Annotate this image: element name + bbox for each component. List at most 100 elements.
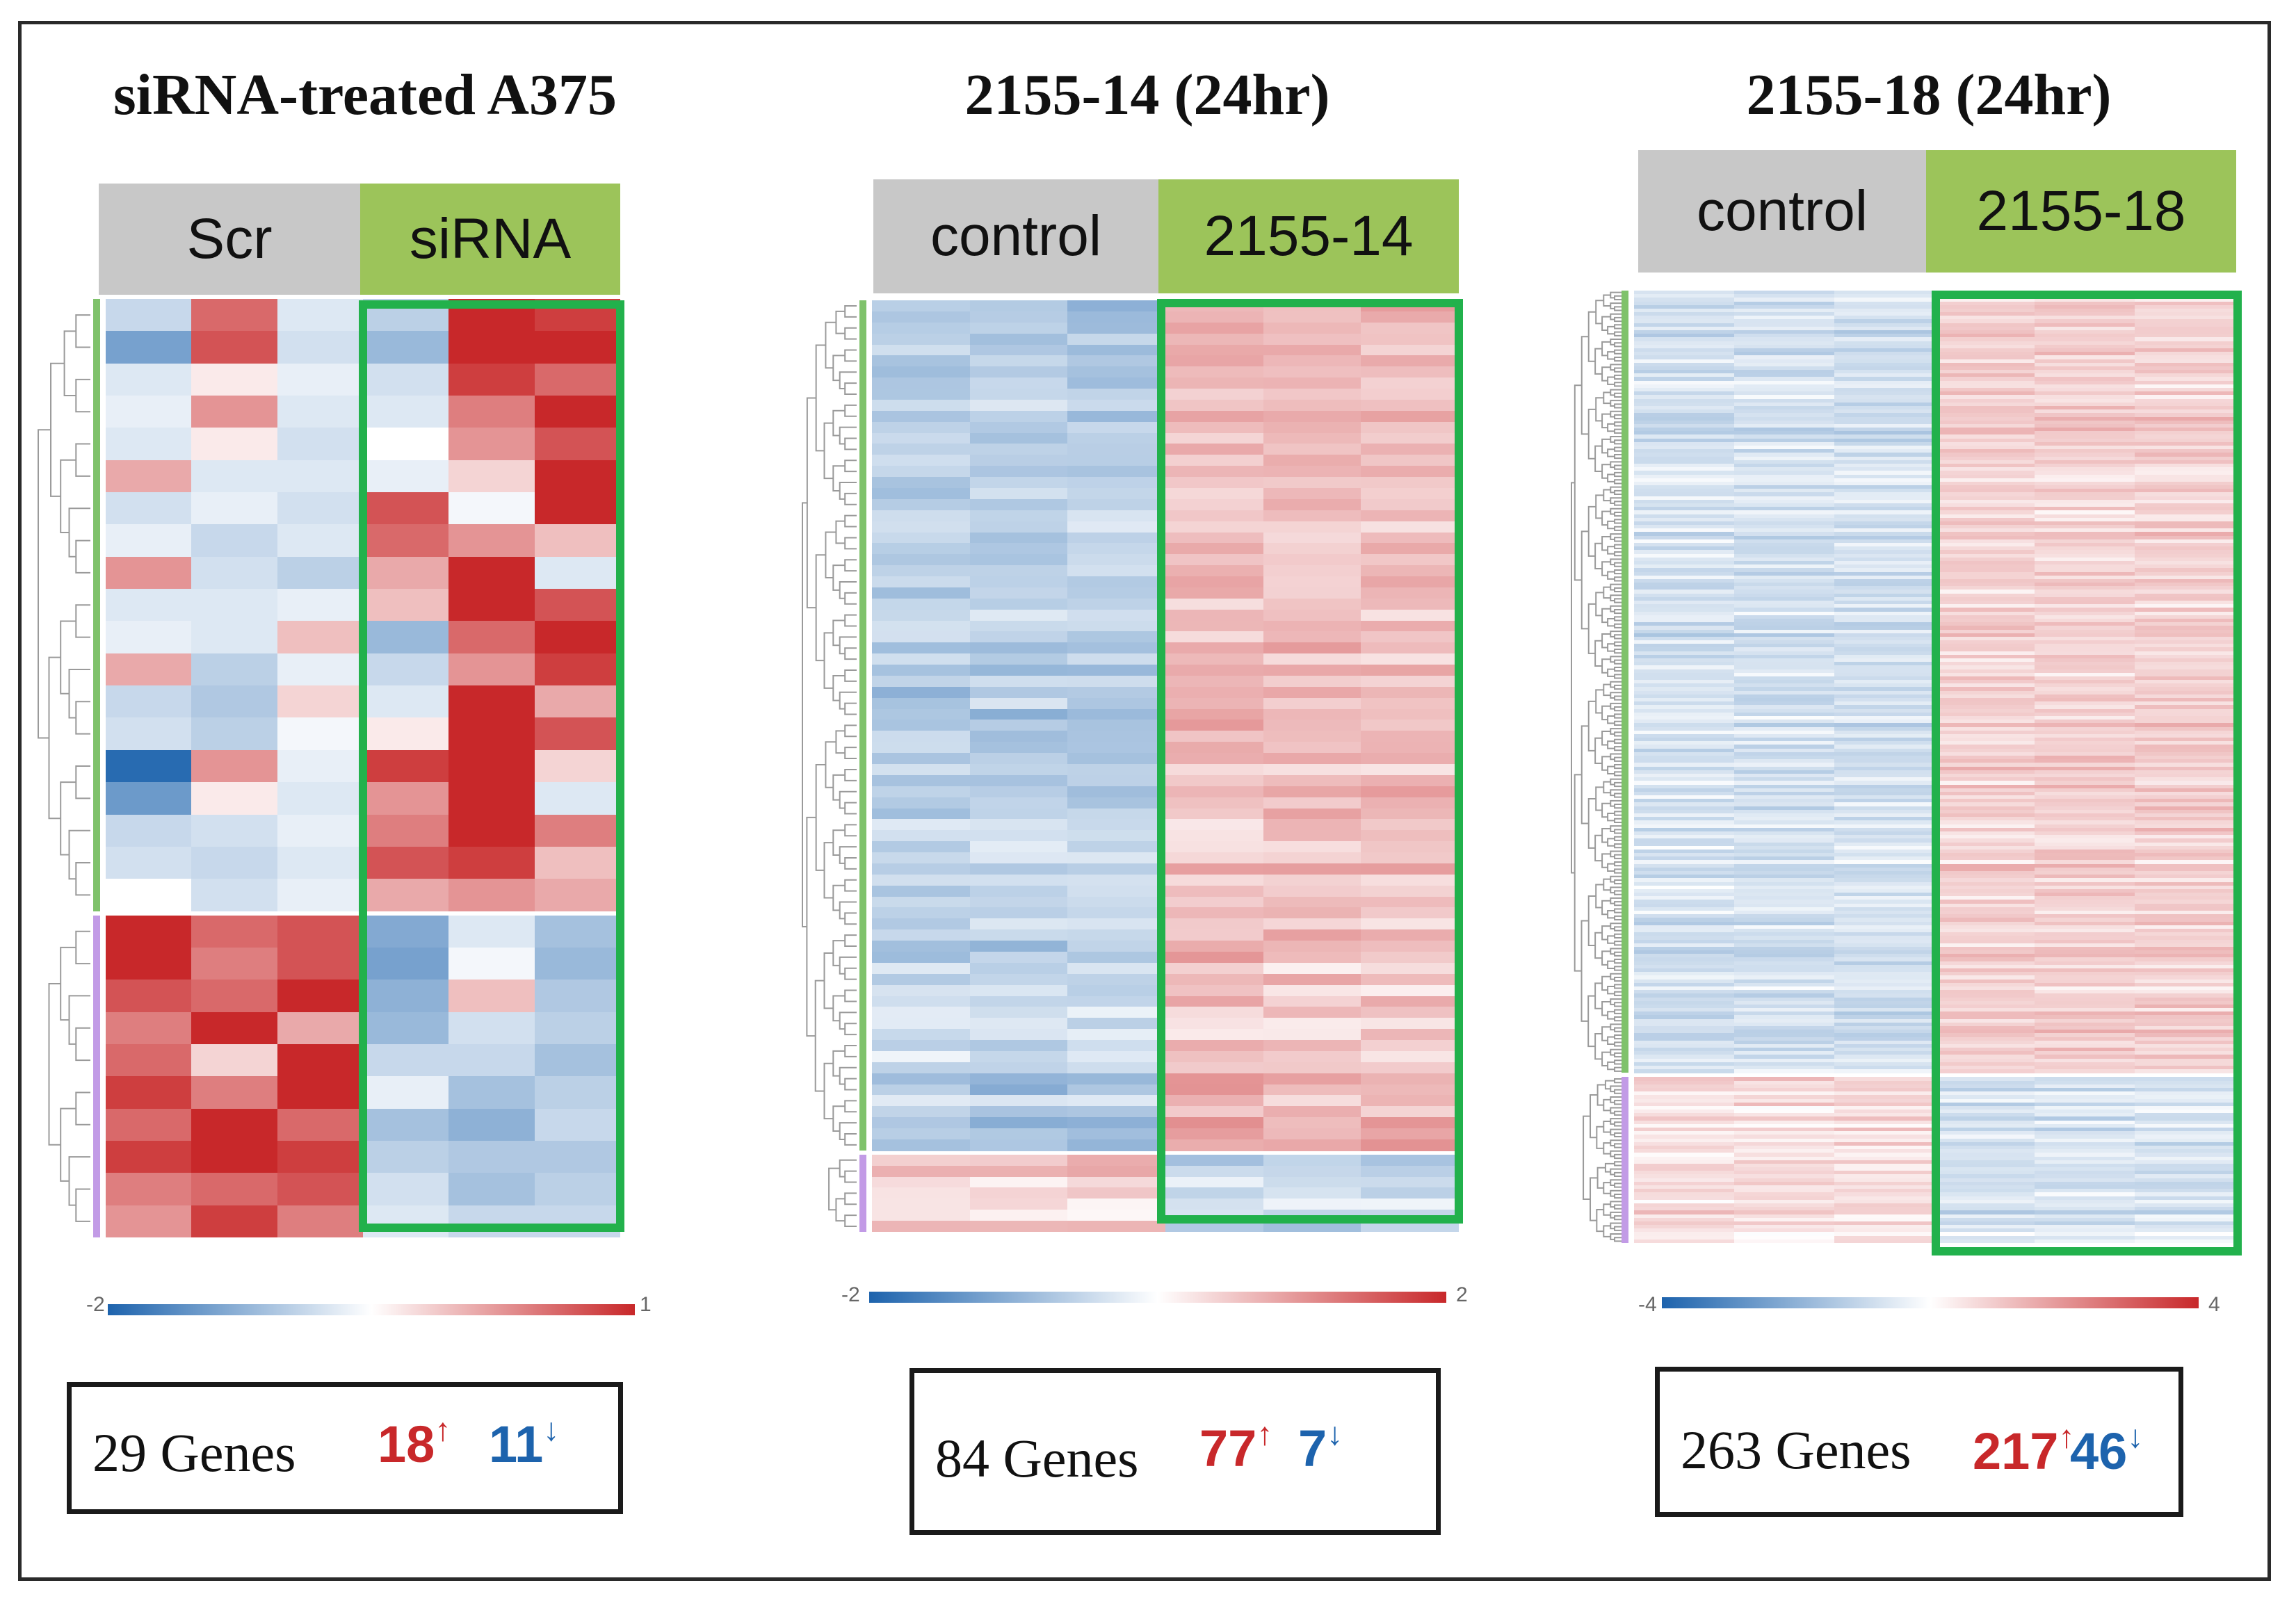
heatmap-cell — [1634, 939, 1734, 944]
heatmap-cell — [1361, 753, 1459, 765]
heatmap-cell — [2035, 975, 2135, 980]
heatmap-cell — [1263, 797, 1361, 809]
heatmap-cell — [1634, 1214, 1734, 1219]
heatmap-cell — [1834, 788, 1934, 793]
heatmap-cell — [872, 665, 970, 677]
heatmap-cell — [1165, 1062, 1263, 1074]
heatmap-cell — [1361, 565, 1459, 578]
heatmap-cell — [1834, 1141, 1934, 1146]
heatmap-cell — [1067, 543, 1166, 555]
heatmap-cell — [1067, 996, 1166, 1008]
heatmap-cell — [1834, 380, 1934, 385]
heatmap-cell — [1934, 471, 2035, 476]
heatmap-cell — [1934, 640, 2035, 645]
heatmap-cell — [1934, 1141, 2035, 1146]
heatmap-cell — [1734, 291, 1834, 295]
heatmap-cell — [2035, 1235, 2135, 1240]
heatmap-cell — [1361, 455, 1459, 467]
heatmap-cell — [969, 598, 1068, 610]
heatmap-cell — [2135, 777, 2235, 782]
dendrogram-branch — [1614, 608, 1624, 615]
heatmap-cell — [1834, 1167, 1934, 1172]
heatmap-cell — [1734, 921, 1834, 926]
heatmap-cell — [1834, 1105, 1934, 1110]
dendrogram-branch — [844, 514, 857, 528]
heatmap-cell — [191, 1011, 278, 1045]
heatmap-cell — [191, 363, 278, 396]
heatmap-cell — [1734, 543, 1834, 548]
heatmap-cell — [969, 389, 1068, 401]
heatmap-cell — [363, 428, 449, 461]
heatmap-cell — [2035, 539, 2135, 544]
heatmap-cell — [1734, 968, 1834, 973]
heatmap-cell — [1834, 517, 1934, 522]
heatmap-cell — [1934, 1037, 2035, 1041]
dendrogram-branch — [1607, 1061, 1615, 1071]
heatmap-cell — [872, 742, 970, 754]
heatmap-cell — [2035, 1084, 2135, 1089]
row-dendrogram — [1571, 291, 1624, 1242]
heatmap-cell — [1934, 806, 2035, 811]
heatmap-cell — [1834, 708, 1934, 713]
heatmap-cell — [1934, 1055, 2035, 1059]
heatmap-cell — [1834, 849, 1934, 854]
heatmap-cell — [191, 299, 278, 332]
heatmap-cell — [191, 1140, 278, 1173]
heatmap-cell — [1934, 1203, 2035, 1208]
heatmap-cell — [277, 1076, 364, 1110]
heatmap-cell — [1634, 1131, 1734, 1136]
heatmap-cell — [1934, 733, 2035, 738]
heatmap-cell — [1934, 756, 2035, 761]
dendrogram-branch — [1614, 544, 1624, 549]
heatmap-cell — [1834, 698, 1934, 703]
heatmap-cell — [1361, 951, 1459, 964]
heatmap-cell — [2035, 781, 2135, 786]
heatmap-cell — [1634, 395, 1734, 400]
heatmap-cell — [1934, 1018, 2035, 1023]
heatmap-cell — [1634, 914, 1734, 919]
heatmap-cell — [1361, 874, 1459, 886]
heatmap-cell — [1734, 715, 1834, 720]
dendrogram-branch — [1601, 731, 1611, 746]
dendrogram-branch — [825, 531, 836, 579]
heatmap-cell — [1834, 763, 1934, 767]
heatmap-cell — [1834, 618, 1934, 623]
heatmap-cell — [1834, 680, 1934, 685]
heatmap-cell — [534, 556, 620, 590]
heatmap-cell — [1734, 341, 1834, 346]
heatmap-cell — [1934, 939, 2035, 944]
heatmap-cell — [872, 543, 970, 555]
dendrogram-branch — [1614, 984, 1624, 989]
heatmap-cell — [2035, 907, 2135, 911]
heatmap-cell — [106, 1173, 192, 1206]
dendrogram-branch — [844, 404, 857, 417]
heatmap-cell — [448, 947, 535, 980]
heatmap-cell — [1734, 359, 1834, 364]
heatmap-cell — [1934, 1026, 2035, 1030]
heatmap-cell — [2135, 298, 2235, 302]
heatmap-cell — [2035, 712, 2135, 717]
dendrogram-branch — [839, 426, 857, 445]
dendrogram-branch — [1580, 920, 1589, 1022]
dendrogram-branch — [1583, 1115, 1591, 1200]
heatmap-cell — [2135, 1120, 2235, 1125]
dendrogram-branch — [75, 1027, 90, 1062]
heatmap-cell — [1734, 986, 1834, 991]
heatmap-cell — [1734, 900, 1834, 904]
heatmap-cell — [1634, 950, 1734, 955]
dendrogram-branch — [832, 1050, 846, 1077]
heatmap-cell — [1361, 1117, 1459, 1130]
heatmap-cell — [534, 1205, 620, 1237]
heatmap-cell — [2035, 870, 2135, 875]
heatmap-cell — [1734, 514, 1834, 519]
heatmap-cell — [1634, 1210, 1734, 1215]
scale-max-label: 2 — [1456, 1283, 1468, 1306]
heatmap-cell — [1734, 1066, 1834, 1071]
heatmap-cell — [1734, 517, 1834, 522]
heatmap-cell — [1834, 770, 1934, 774]
heatmap-cell — [1734, 939, 1834, 944]
heatmap-cell — [1634, 388, 1734, 393]
heatmap-cell — [1634, 596, 1734, 601]
heatmap-cell — [448, 653, 535, 686]
heatmap-cell — [1165, 477, 1263, 489]
